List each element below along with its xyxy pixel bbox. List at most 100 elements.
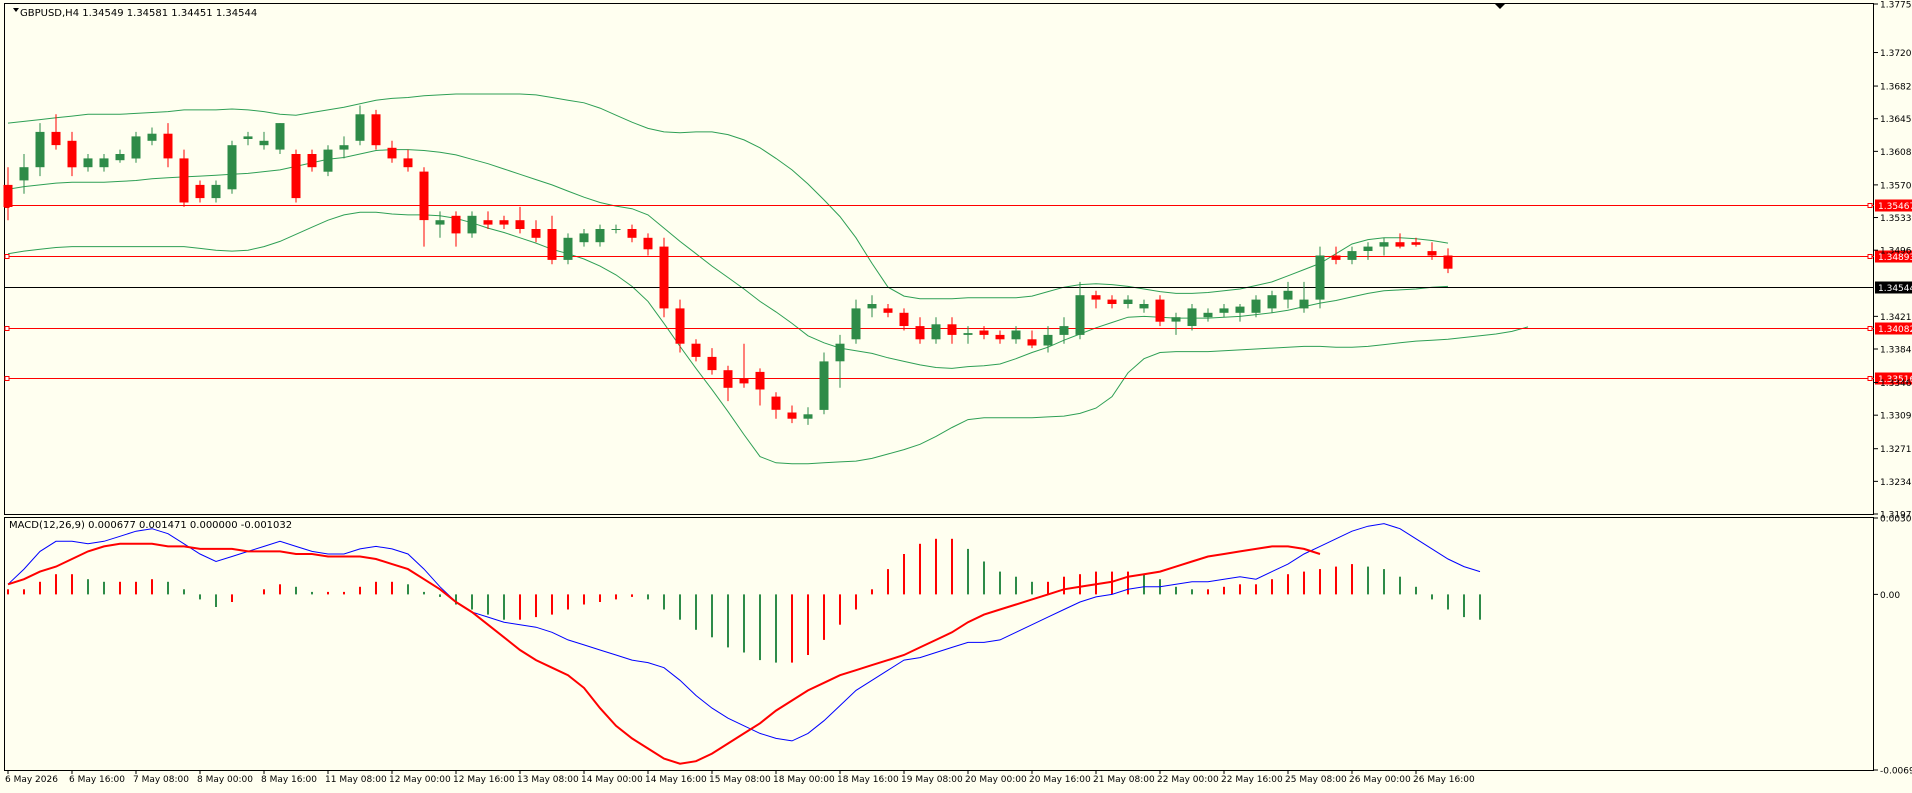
candle-body [115, 154, 125, 161]
candle-body [963, 333, 973, 335]
horizontal-levels[interactable]: 1.35467 1.34893 1.34082 1.33516 1.34544 [4, 199, 1912, 386]
candle-body [275, 123, 285, 150]
candle-body [787, 412, 797, 419]
candle-body [1187, 308, 1197, 326]
time-tick-label: 20 May 16:00 [1029, 775, 1091, 785]
candle-body [739, 379, 749, 384]
time-tick-label: 8 May 00:00 [197, 775, 253, 785]
candle-body [771, 396, 781, 410]
chart-shift-marker-icon[interactable] [1495, 4, 1505, 9]
candle-body [1075, 295, 1085, 335]
time-tick-label: 14 May 16:00 [645, 775, 707, 785]
level-anchor-end-1 [1867, 254, 1873, 259]
candle-body [323, 149, 333, 172]
candle-body [1315, 255, 1325, 300]
time-tick-label: 14 May 00:00 [581, 775, 643, 785]
time-axis: 6 May 2026 6 May 16:00 7 May 08:00 8 May 00… [5, 770, 1475, 785]
candle-body [867, 304, 877, 309]
level-anchor-2 [4, 326, 10, 331]
collapse-triangle-icon[interactable] [13, 8, 19, 12]
candle-body [883, 308, 893, 313]
candle-body [531, 229, 541, 238]
time-tick-label: 26 May 00:00 [1349, 775, 1411, 785]
time-tick-label: 12 May 16:00 [453, 775, 515, 785]
candle-body [899, 312, 909, 326]
candle-body [1043, 334, 1053, 346]
candle-body [3, 184, 13, 207]
candle-body [403, 158, 413, 168]
candle-body [1363, 246, 1373, 251]
candle-body [195, 184, 205, 199]
candle-body [1091, 295, 1101, 300]
candle-body [83, 158, 93, 168]
candle-body [243, 136, 253, 139]
candle-body [1395, 242, 1405, 247]
level-anchor-end-2 [1867, 326, 1873, 331]
candle-body [35, 131, 45, 168]
time-tick-label: 20 May 00:00 [965, 775, 1027, 785]
time-tick-label: 21 May 08:00 [1093, 775, 1155, 785]
candle-body [595, 229, 605, 243]
time-tick-label: 13 May 08:00 [517, 775, 579, 785]
candle-body [339, 145, 349, 150]
current-price-label: 1.34544 [1878, 284, 1912, 294]
macd-panel-frame [4, 517, 1874, 771]
candle-body [1171, 317, 1181, 322]
candle-body [451, 215, 461, 234]
candle-body [579, 233, 589, 243]
candle-body [1059, 326, 1069, 335]
macd-main-line [7, 523, 1481, 742]
candle-body [1331, 255, 1341, 260]
candle-body [1155, 299, 1165, 322]
macd-panel[interactable]: MACD(12,26,9) 0.000677 0.001471 0.000000… [4, 515, 1912, 777]
candle-body [1235, 306, 1245, 313]
candle-body [1203, 312, 1213, 318]
price-tick-label: 1.37750 [1880, 1, 1912, 11]
price-tick-label: 1.33840 [1880, 346, 1912, 356]
price-tick-label: 1.35330 [1880, 214, 1912, 224]
candle-body [99, 158, 109, 168]
price-panel[interactable]: GBPUSD,H4 1.34549 1.34581 1.34451 1.3454… [3, 1, 1912, 521]
candle-body [227, 145, 237, 190]
price-tick-label: 1.31970 [1880, 511, 1912, 521]
level-anchor-end-3 [1867, 376, 1873, 381]
level-price-label-0: 1.35467 [1878, 202, 1912, 212]
bollinger-upper-line [7, 93, 1449, 300]
price-tick-label: 1.34960 [1880, 247, 1912, 257]
candle-body [1347, 251, 1357, 260]
price-tick-label: 1.32340 [1880, 478, 1912, 488]
candle-body [627, 229, 637, 238]
candle-body [979, 330, 989, 335]
candle-body [291, 154, 301, 199]
macd-lines [7, 523, 1481, 765]
macd-tick-label: -0.00695 [1880, 767, 1912, 777]
candle-body [659, 246, 669, 309]
price-tick-label: 1.37200 [1880, 49, 1912, 59]
candle-body [483, 220, 493, 225]
time-tick-label: 11 May 08:00 [325, 775, 387, 785]
time-tick-label: 26 May 16:00 [1413, 775, 1475, 785]
level-anchor-end-0 [1867, 203, 1873, 208]
time-tick-label: 15 May 08:00 [709, 775, 771, 785]
level-price-label-bg-1 [1875, 250, 1912, 263]
candle-body [819, 361, 829, 410]
candle-body [51, 131, 61, 146]
candle-body [419, 171, 429, 221]
candle-body [707, 356, 717, 371]
candle-body [547, 229, 557, 260]
candle-body [355, 114, 365, 141]
level-price-label-2: 1.34082 [1878, 325, 1912, 335]
candle-body [563, 237, 573, 260]
candle-body [803, 414, 813, 419]
price-tick-label: 1.36820 [1880, 83, 1912, 93]
price-tick-label: 1.32710 [1880, 445, 1912, 455]
candle-body [851, 308, 861, 340]
candle-body [1379, 242, 1389, 247]
time-tick-label: 6 May 2026 [5, 775, 58, 785]
price-tick-label: 1.36080 [1880, 148, 1912, 158]
time-tick-label: 8 May 16:00 [261, 775, 317, 785]
time-tick-label: 12 May 00:00 [389, 775, 451, 785]
candle-body [387, 147, 397, 159]
